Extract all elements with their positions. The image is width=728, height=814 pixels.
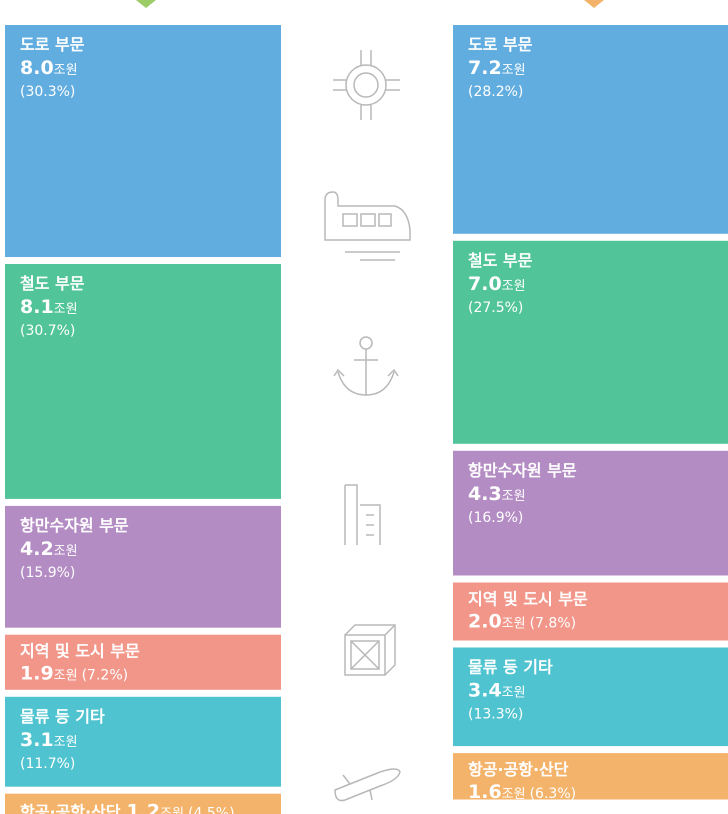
segment-label: 항공·공항·산단 1.2조원 (4.5%): [20, 801, 235, 814]
share-label: (15.9%): [20, 565, 75, 581]
block: [453, 450, 728, 576]
share: (7.8%): [530, 616, 577, 632]
block: [5, 25, 281, 257]
value: 3.1: [20, 729, 54, 751]
block: [453, 240, 728, 444]
value-label: 4.3조원: [468, 483, 526, 505]
segment-name: 지역 및 도시 부문: [468, 590, 588, 609]
value: 1.9: [20, 663, 54, 685]
value-label: 4.2조원: [20, 538, 78, 560]
unit: 조원: [502, 617, 526, 632]
value: 7.0: [468, 273, 502, 295]
cargo-icon: [344, 624, 396, 676]
city-icon: [344, 484, 381, 545]
block: [453, 582, 728, 641]
unit: 조원: [54, 302, 78, 317]
unit: 조원: [502, 63, 526, 78]
value: 1.2: [126, 801, 160, 814]
unit: 조원: [502, 489, 526, 504]
segment-name: 항공·공항·산단: [20, 803, 121, 814]
share-label: (13.3%): [468, 707, 523, 723]
share: (6.3%): [530, 786, 577, 802]
segment-name: 항만수자원 부문: [468, 461, 577, 480]
value: 4.3: [468, 483, 502, 505]
value-label: 3.1조원: [20, 729, 78, 751]
marker: [136, 0, 156, 8]
block: [5, 793, 281, 814]
share-label: (27.5%): [468, 300, 523, 316]
plane-icon: [334, 768, 401, 802]
value: 8.0: [20, 57, 54, 79]
segment-name: 항만수자원 부문: [20, 516, 129, 535]
value: 3.4: [468, 680, 502, 702]
road-icon: [333, 50, 400, 120]
share-label: (11.7%): [20, 756, 75, 772]
value-label: 8.1조원: [20, 296, 78, 318]
marker: [584, 0, 604, 8]
value: 4.2: [20, 538, 54, 560]
block: [453, 753, 728, 800]
block: [453, 25, 728, 234]
segment-name: 도로 부문: [20, 35, 85, 54]
segment-name: 철도 부문: [468, 251, 533, 270]
rail-icon: [324, 191, 411, 261]
value: 7.2: [468, 57, 502, 79]
share-label: (30.3%): [20, 84, 75, 100]
value-label: 3.4조원: [468, 680, 526, 702]
share-label: (28.2%): [468, 84, 523, 100]
value-label: 7.0조원: [468, 273, 526, 295]
unit: 조원: [54, 544, 78, 559]
segment-name: 지역 및 도시 부문: [20, 642, 140, 661]
segment-name: 철도 부문: [20, 274, 85, 293]
block: [5, 264, 281, 499]
value: 2.0: [468, 611, 502, 633]
segment-name: 물류 등 기타: [20, 707, 105, 726]
share-label: (30.7%): [20, 323, 75, 339]
block: [453, 647, 728, 747]
value-label: 1.6조원 (6.3%): [468, 781, 576, 803]
value-label: 7.2조원: [468, 57, 526, 79]
value-label: 2.0조원 (7.8%): [468, 611, 576, 633]
port-icon: [333, 336, 399, 396]
share-label: (16.9%): [468, 510, 523, 526]
value: 8.1: [20, 296, 54, 318]
segment-name: 항공·공항·산단: [468, 760, 569, 779]
unit: 조원: [54, 63, 78, 78]
block: [5, 634, 281, 690]
value: 1.6: [468, 781, 502, 803]
unit: 조원: [160, 807, 184, 814]
unit: 조원: [502, 787, 526, 802]
unit: 조원: [54, 735, 78, 750]
segment-name: 도로 부문: [468, 35, 533, 54]
value-label: 1.9조원 (7.2%): [20, 663, 128, 685]
block: [5, 696, 281, 787]
block: [5, 505, 281, 628]
unit: 조원: [502, 686, 526, 701]
segment-name: 물류 등 기타: [468, 658, 553, 677]
unit: 조원: [502, 279, 526, 294]
value-label: 8.0조원: [20, 57, 78, 79]
share: (4.5%): [188, 806, 235, 814]
share: (7.2%): [82, 668, 129, 684]
unit: 조원: [54, 669, 78, 684]
